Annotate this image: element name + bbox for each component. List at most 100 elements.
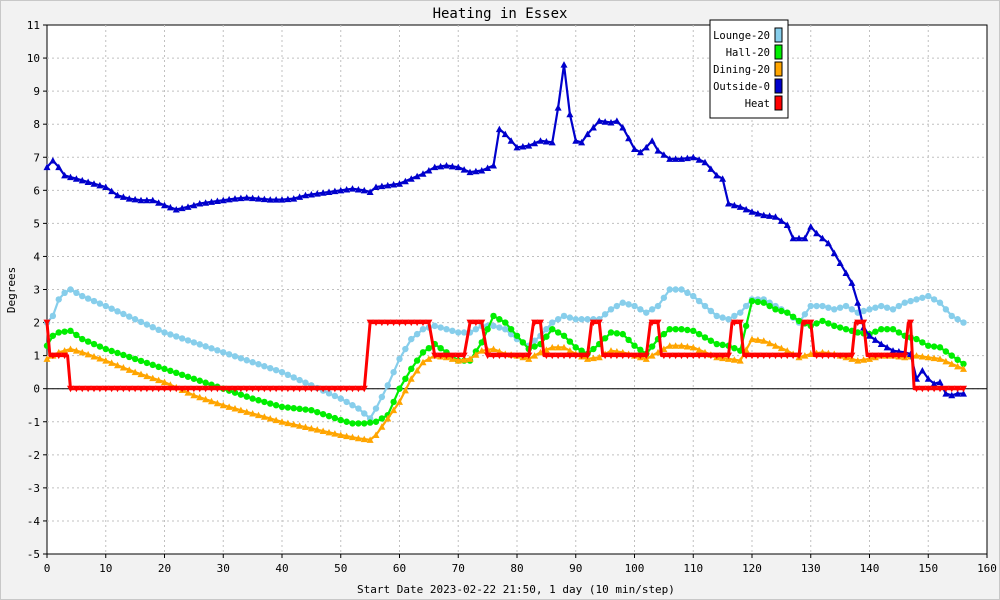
data-point-outside-0 (607, 119, 615, 126)
data-point-dining-20 (155, 376, 163, 384)
data-point-lounge-20 (713, 312, 720, 320)
data-point-outside-0 (554, 104, 562, 111)
data-point-dining-20 (202, 395, 210, 403)
data-point-hall-20 (314, 408, 321, 416)
data-point-outside-0 (595, 117, 603, 124)
data-point-heat (566, 352, 574, 360)
data-point-hall-20 (713, 340, 720, 348)
data-point-hall-20 (378, 415, 386, 422)
data-point-dining-20 (918, 352, 926, 360)
data-point-outside-0 (343, 185, 351, 193)
data-point-lounge-20 (866, 306, 873, 313)
data-point-hall-20 (707, 337, 715, 344)
data-point-outside-0 (848, 279, 856, 286)
data-point-lounge-20 (613, 302, 621, 310)
data-point-lounge-20 (919, 294, 926, 301)
data-point-lounge-20 (302, 379, 309, 386)
data-point-lounge-20 (878, 302, 885, 310)
data-point-dining-20 (460, 356, 468, 363)
data-point-heat (642, 352, 650, 360)
data-point-lounge-20 (178, 335, 186, 342)
data-point-outside-0 (918, 367, 926, 374)
data-point-lounge-20 (231, 353, 239, 360)
data-point-lounge-20 (396, 355, 403, 363)
data-point-dining-20 (607, 347, 615, 354)
data-point-heat (542, 352, 550, 360)
data-point-hall-20 (789, 313, 797, 320)
data-point-outside-0 (613, 117, 621, 124)
data-point-outside-0 (425, 166, 433, 174)
data-point-hall-20 (355, 420, 362, 427)
data-point-heat (560, 352, 568, 360)
data-point-lounge-20 (331, 392, 339, 400)
data-point-lounge-20 (120, 310, 127, 318)
data-point-hall-20 (237, 391, 245, 398)
data-point-dining-20 (772, 342, 779, 349)
data-point-hall-20 (155, 363, 162, 371)
data-point-lounge-20 (566, 314, 574, 321)
data-point-heat (848, 352, 856, 360)
data-point-dining-20 (143, 372, 151, 380)
data-point-heat (548, 352, 556, 360)
data-point-dining-20 (783, 347, 791, 354)
data-point-outside-0 (866, 332, 873, 339)
y-tick-label: 2 (33, 317, 40, 330)
data-point-outside-0 (701, 158, 709, 166)
data-point-outside-0 (325, 188, 333, 195)
data-point-hall-20 (361, 420, 368, 427)
data-point-heat (924, 385, 932, 393)
data-point-dining-20 (595, 353, 603, 361)
data-point-hall-20 (79, 335, 86, 343)
data-point-dining-20 (249, 409, 257, 417)
data-point-outside-0 (213, 197, 221, 205)
data-point-dining-20 (390, 406, 398, 414)
x-tick-label: 160 (977, 562, 997, 575)
data-point-outside-0 (772, 213, 779, 220)
data-point-lounge-20 (243, 357, 250, 364)
data-point-lounge-20 (208, 345, 215, 352)
data-point-outside-0 (942, 390, 950, 397)
data-point-heat (67, 385, 74, 393)
data-point-dining-20 (360, 435, 368, 443)
y-tick-label: -1 (27, 416, 40, 429)
data-point-outside-0 (319, 189, 327, 196)
data-point-heat (243, 385, 251, 393)
data-point-lounge-20 (502, 325, 509, 333)
data-point-heat (754, 352, 762, 360)
data-point-outside-0 (349, 185, 356, 192)
data-point-heat (143, 385, 151, 393)
data-point-dining-20 (354, 434, 362, 442)
data-point-dining-20 (554, 343, 562, 351)
data-point-outside-0 (307, 190, 315, 198)
data-point-heat (648, 319, 656, 327)
data-point-outside-0 (237, 194, 245, 202)
legend-swatch-outside-0 (774, 78, 783, 94)
data-point-dining-20 (566, 347, 574, 354)
data-point-outside-0 (172, 205, 180, 213)
data-point-heat (830, 352, 838, 360)
y-tick-label: -3 (27, 482, 40, 495)
x-tick-label: 100 (625, 562, 645, 575)
data-point-outside-0 (636, 148, 644, 156)
data-point-heat (636, 352, 644, 360)
data-point-hall-20 (919, 339, 926, 346)
data-point-outside-0 (290, 195, 298, 202)
data-point-hall-20 (84, 338, 92, 345)
data-point-hall-20 (49, 332, 57, 339)
data-point-heat (666, 352, 674, 360)
data-point-heat (836, 352, 844, 360)
data-point-hall-20 (173, 369, 180, 377)
data-point-lounge-20 (631, 302, 638, 310)
data-point-outside-0 (90, 180, 98, 187)
data-point-hall-20 (754, 298, 762, 306)
data-point-outside-0 (783, 221, 791, 229)
data-point-hall-20 (695, 330, 703, 338)
data-point-hall-20 (578, 347, 585, 354)
data-point-lounge-20 (490, 322, 497, 330)
data-point-lounge-20 (572, 316, 579, 323)
y-tick-label: 1 (33, 350, 40, 363)
data-point-outside-0 (695, 156, 703, 163)
data-point-hall-20 (601, 335, 609, 342)
data-point-heat (337, 385, 345, 393)
data-point-heat (302, 385, 309, 393)
